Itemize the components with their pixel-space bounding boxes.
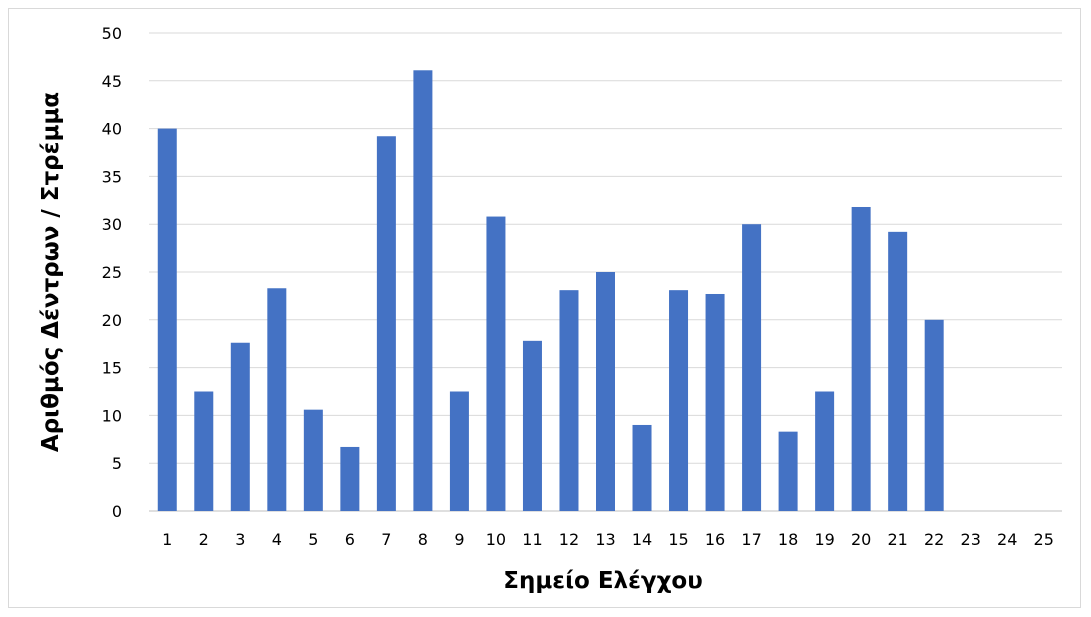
x-tick-label: 18 [778,530,798,549]
x-tick-label: 5 [308,530,318,549]
x-tick-label: 25 [1034,530,1054,549]
y-tick-label: 45 [102,72,122,91]
y-tick-label: 10 [102,406,122,425]
y-tick-labels: 0 5 10 15 20 25 30 35 40 45 50 [102,24,122,521]
x-tick-label: 9 [454,530,464,549]
x-tick-label: 3 [235,530,245,549]
y-axis-title: Αριθμός Δέντρων / Στρέμμα [38,92,64,452]
x-tick-label: 23 [961,530,981,549]
x-tick-label: 13 [595,530,615,549]
x-tick-label: 17 [741,530,761,549]
bar [888,231,908,511]
bar [157,128,177,511]
bar [413,70,433,511]
x-tick-label: 2 [199,530,209,549]
x-tick-label: 24 [997,530,1017,549]
bar [267,288,287,511]
bar [194,391,214,511]
bar [924,319,944,511]
bar [559,290,579,511]
x-tick-label: 8 [418,530,428,549]
bar [449,391,469,511]
y-tick-label: 50 [102,24,122,43]
bar [742,224,762,511]
bar [340,446,360,511]
gridlines [149,32,1062,512]
x-tick-label: 14 [632,530,652,549]
x-axis-title: Σημείο Ελέγχου [503,568,703,594]
y-tick-label: 35 [102,167,122,186]
bar [851,206,871,511]
bars [157,70,944,512]
y-tick-label: 30 [102,215,122,234]
x-tick-label: 22 [924,530,944,549]
y-tick-label: 5 [112,454,122,473]
bar [778,431,798,511]
x-tick-label: 15 [668,530,688,549]
bar [230,342,250,511]
x-tick-labels: 1 2 3 4 5 6 7 8 9 10 11 12 13 14 15 16 17 18 19 20 21 22 23 24 2… [162,530,1054,549]
bar [632,424,652,511]
x-tick-label: 21 [887,530,907,549]
bar [705,293,725,511]
bar [815,391,835,511]
y-tick-label: 0 [112,502,122,521]
x-tick-label: 11 [522,530,542,549]
x-tick-label: 19 [814,530,834,549]
x-tick-label: 4 [272,530,282,549]
x-tick-label: 7 [381,530,391,549]
x-tick-label: 20 [851,530,871,549]
bar [486,216,506,511]
y-tick-label: 20 [102,311,122,330]
bar [303,409,323,511]
x-tick-label: 1 [162,530,172,549]
x-tick-label: 12 [559,530,579,549]
y-tick-label: 25 [102,263,122,282]
x-tick-label: 10 [486,530,506,549]
y-tick-label: 40 [102,120,122,139]
bar [522,340,542,511]
y-tick-label: 15 [102,359,122,378]
x-tick-label: 16 [705,530,725,549]
x-tick-label: 6 [345,530,355,549]
bar [669,290,689,511]
bar [596,272,615,511]
bar [376,136,396,512]
